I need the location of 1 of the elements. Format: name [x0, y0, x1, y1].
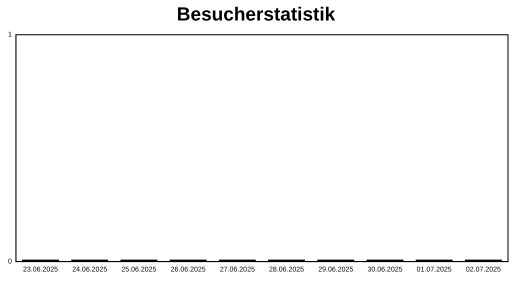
chart-title: Besucherstatistik — [176, 4, 336, 26]
